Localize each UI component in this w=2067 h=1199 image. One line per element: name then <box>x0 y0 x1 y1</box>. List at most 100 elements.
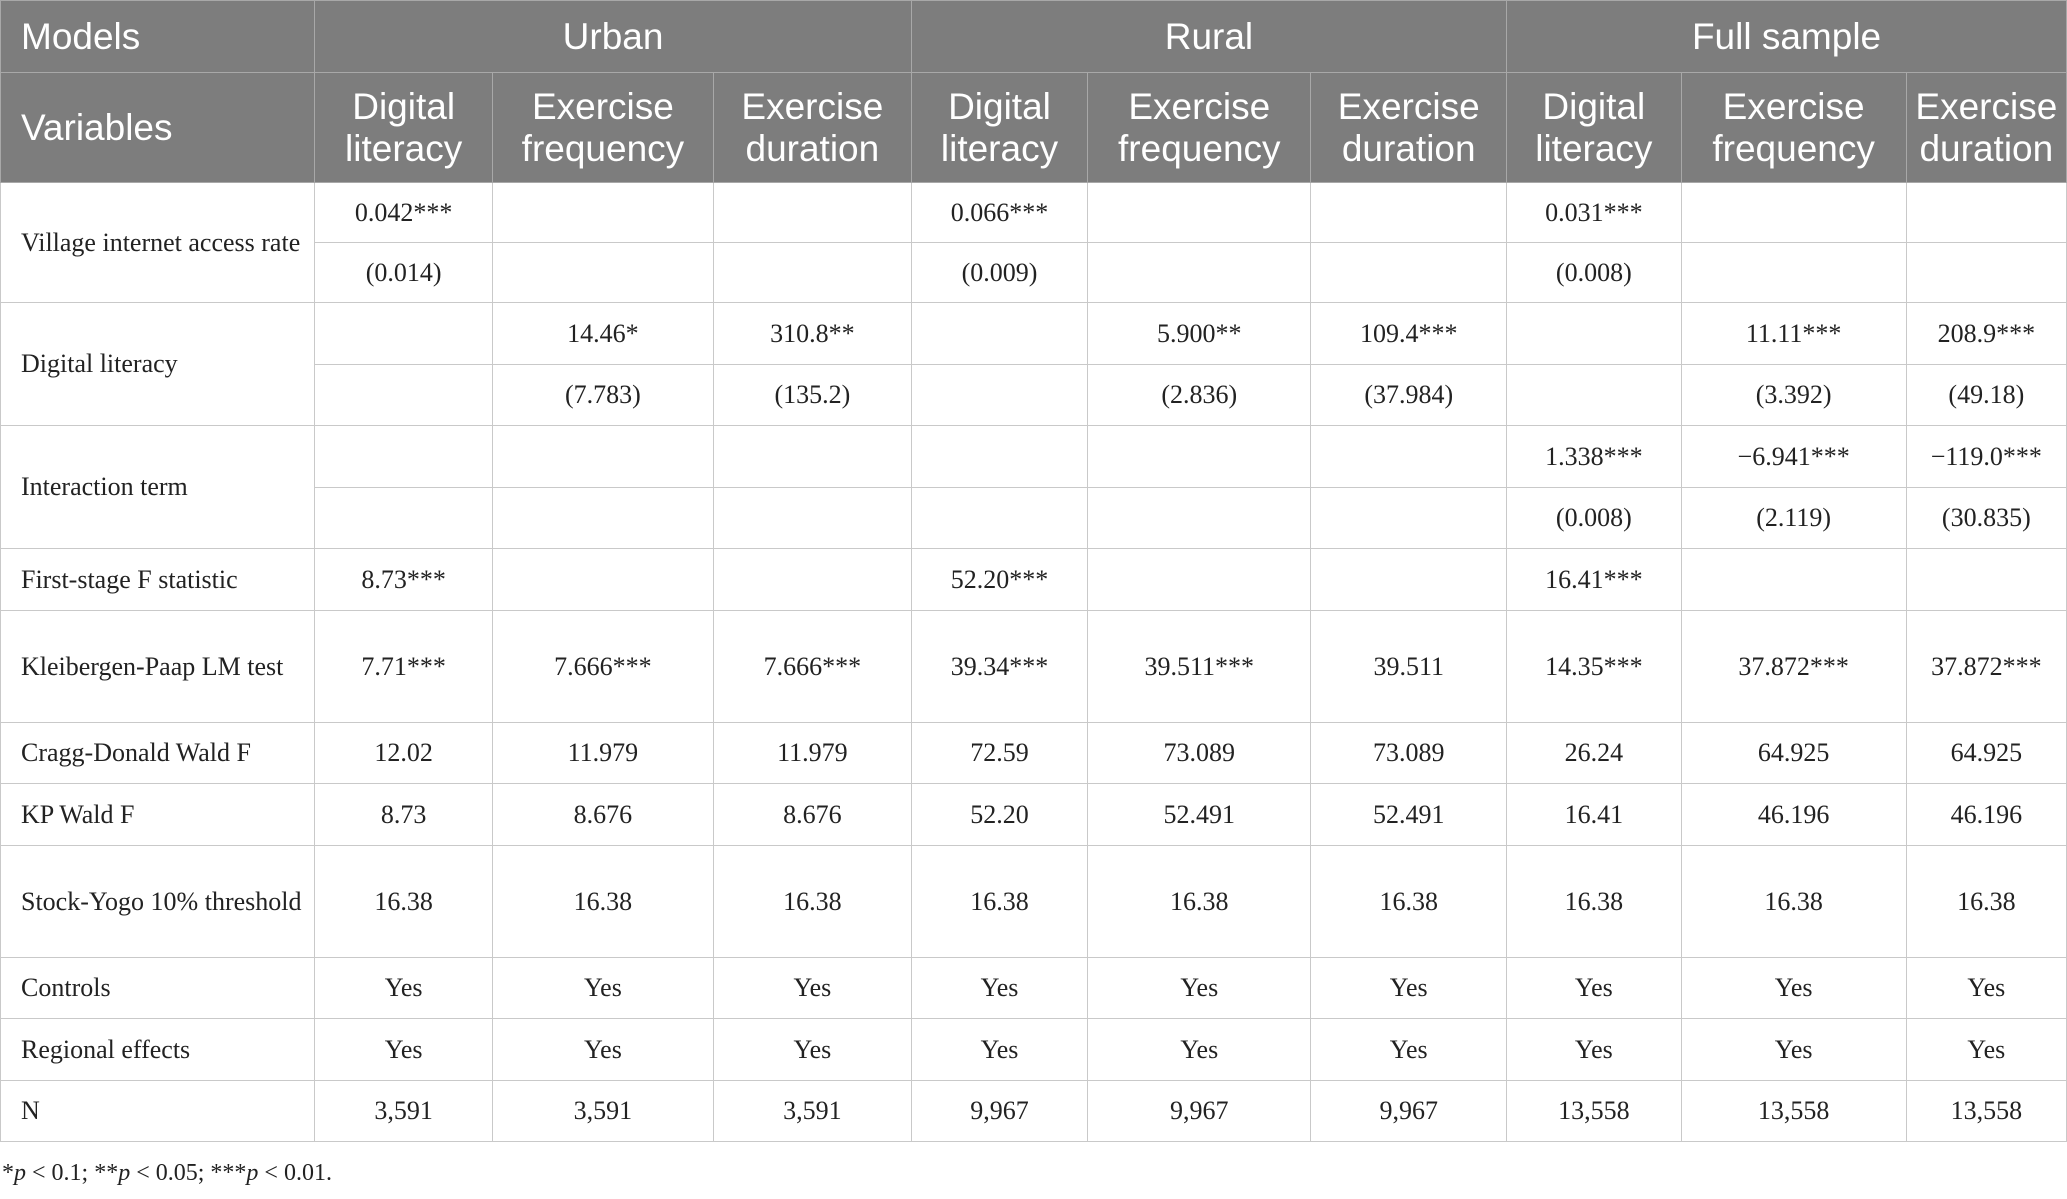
table-row: KP Wald F 8.73 8.676 8.676 52.20 52.491 52.491… <box>0 783 2067 846</box>
table-cell: 52.491 <box>1310 783 1508 846</box>
column-header-rural-3: Exercise duration <box>1310 72 1508 183</box>
column-header-rural-2: Exercise frequency <box>1087 72 1312 183</box>
table-row: Stock-Yogo 10% threshold 16.38 16.38 16.38 1… <box>0 845 2067 958</box>
table-cell <box>1087 548 1312 611</box>
table-cell: −6.941*** <box>1680 425 1907 488</box>
table-cell: Yes <box>1506 957 1682 1019</box>
table-cell <box>1087 182 1312 243</box>
table-cell: 9,967 <box>1310 1080 1508 1142</box>
table-cell: Yes <box>1905 1018 2067 1081</box>
header-row-variables: Variables Digital literacy Exercise frequen… <box>0 72 2067 183</box>
table-cell: 73.089 <box>1087 722 1312 784</box>
group-header-urban: Urban <box>314 0 912 73</box>
table-cell: Yes <box>491 1018 714 1081</box>
table-cell: (0.014) <box>314 242 493 303</box>
table-cell: 46.196 <box>1680 783 1907 846</box>
table-header: Models Urban Rural Full sample Variables… <box>0 0 2067 183</box>
table-cell: 16.38 <box>314 845 493 958</box>
table-cell: 11.11*** <box>1680 302 1907 365</box>
table-cell <box>712 487 912 549</box>
table-row: Kleibergen-Paap LM test 7.71*** 7.666*** 7.… <box>0 610 2067 723</box>
table-cell: 5.900** <box>1087 302 1312 365</box>
table-row: Regional effects Yes Yes Yes Yes Yes Yes Yes Yes… <box>0 1018 2067 1081</box>
column-header-line: Digital <box>948 85 1051 127</box>
table-cell: 13,558 <box>1680 1080 1907 1142</box>
table-cell: 16.38 <box>491 845 714 958</box>
table-cell <box>1680 182 1907 243</box>
table-cell: 7.666*** <box>712 610 912 723</box>
table-cell: 26.24 <box>1506 722 1682 784</box>
table-cell: 16.38 <box>712 845 912 958</box>
table-cell: 0.042*** <box>314 182 493 243</box>
column-header-line: Digital <box>352 85 456 127</box>
table-cell: Yes <box>314 957 493 1019</box>
table-cell: (0.008) <box>1506 487 1682 549</box>
footnote-p-symbol: p <box>246 1160 259 1186</box>
table-cell <box>1310 425 1508 488</box>
table-cell: 52.20*** <box>910 548 1089 611</box>
table-cell <box>1310 487 1508 549</box>
row-label: Digital literacy <box>0 302 316 426</box>
column-header-full-3: Exercise duration <box>1905 72 2067 183</box>
table-cell: (3.392) <box>1680 364 1907 426</box>
table-cell: (135.2) <box>712 364 912 426</box>
row-label: N <box>0 1080 316 1142</box>
header-row-groups: Models Urban Rural Full sample <box>0 0 2067 73</box>
row-label: Interaction term <box>0 425 316 549</box>
table-cell <box>1506 364 1682 426</box>
table-cell <box>314 425 493 488</box>
table-cell <box>491 242 714 303</box>
table-cell <box>491 425 714 488</box>
footnote-stars: * <box>2 1160 14 1186</box>
table-cell: 8.676 <box>491 783 714 846</box>
table-row: Controls Yes Yes Yes Yes Yes Yes Yes Yes Yes <box>0 957 2067 1019</box>
table-cell <box>712 242 912 303</box>
row-label: Kleibergen-Paap LM test <box>0 610 316 723</box>
table-cell <box>910 487 1089 549</box>
table-cell: Yes <box>491 957 714 1019</box>
table-cell <box>1506 302 1682 365</box>
table-cell: 73.089 <box>1310 722 1508 784</box>
table-cell: Yes <box>1087 1018 1312 1081</box>
table-cell: 37.872*** <box>1905 610 2067 723</box>
table-cell <box>314 487 493 549</box>
table-cell: 9,967 <box>910 1080 1089 1142</box>
significance-footnote: *p < 0.1; **p < 0.05; ***p < 0.01. <box>2 1160 332 1187</box>
column-header-line: Digital <box>1542 85 1646 127</box>
table-cell: (2.119) <box>1680 487 1907 549</box>
footnote-stars: ** <box>94 1160 119 1186</box>
table-cell: Yes <box>1680 1018 1907 1081</box>
table-cell: 8.73 <box>314 783 493 846</box>
table-cell: 39.511 <box>1310 610 1508 723</box>
row-label: KP Wald F <box>0 783 316 846</box>
table-cell <box>910 425 1089 488</box>
footnote-threshold: < 0.01. <box>258 1160 332 1186</box>
table-cell <box>314 302 493 365</box>
table-cell: 3,591 <box>314 1080 493 1142</box>
column-header-line: frequency <box>1712 127 1875 169</box>
table-cell: 14.46* <box>491 302 714 365</box>
column-header-line: literacy <box>1535 127 1653 169</box>
table-cell <box>491 548 714 611</box>
table-row: N 3,591 3,591 3,591 9,967 9,967 9,967 13,558 13,… <box>0 1080 2067 1142</box>
table-cell: (0.009) <box>910 242 1089 303</box>
table-cell <box>1680 548 1907 611</box>
group-header-rural: Rural <box>910 0 1508 73</box>
column-header-line: Exercise <box>531 85 674 127</box>
column-header-full-2: Exercise frequency <box>1680 72 1907 183</box>
table-cell: 109.4*** <box>1310 302 1508 365</box>
table-row: Village internet access rate 0.042*** 0.06… <box>0 182 2067 303</box>
table-cell: 8.73*** <box>314 548 493 611</box>
table-cell <box>1905 242 2067 303</box>
table-cell <box>314 364 493 426</box>
row-label: Village internet access rate <box>0 182 316 303</box>
table-cell: Yes <box>1680 957 1907 1019</box>
row-label: Cragg-Donald Wald F <box>0 722 316 784</box>
table-cell: Yes <box>1506 1018 1682 1081</box>
table-cell <box>1310 548 1508 611</box>
column-header-line: Exercise <box>1915 85 2058 127</box>
row-label: Regional effects <box>0 1018 316 1081</box>
table-cell: 16.38 <box>1905 845 2067 958</box>
table-cell <box>491 487 714 549</box>
column-header-line: Exercise <box>1722 85 1865 127</box>
